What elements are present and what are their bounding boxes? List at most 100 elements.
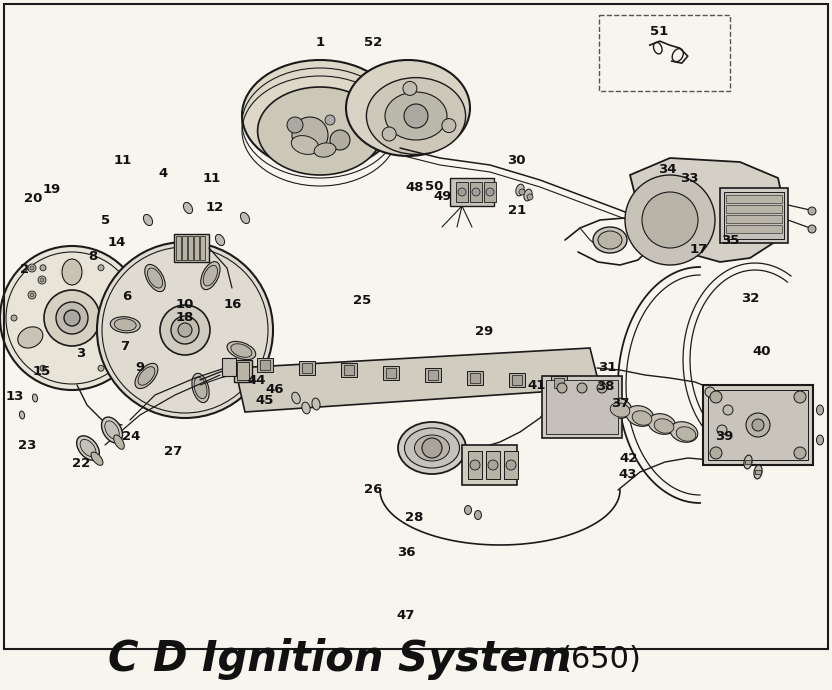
Text: 39: 39 xyxy=(715,430,733,442)
Circle shape xyxy=(710,447,722,459)
Circle shape xyxy=(64,310,80,326)
Circle shape xyxy=(171,316,199,344)
Circle shape xyxy=(794,391,806,403)
Text: 52: 52 xyxy=(364,37,382,49)
FancyBboxPatch shape xyxy=(194,236,199,260)
FancyBboxPatch shape xyxy=(726,195,782,203)
Text: 8: 8 xyxy=(88,250,98,263)
Text: 44: 44 xyxy=(247,375,265,387)
Ellipse shape xyxy=(258,87,383,175)
Ellipse shape xyxy=(474,511,482,520)
Circle shape xyxy=(488,460,498,470)
Circle shape xyxy=(0,246,144,390)
Ellipse shape xyxy=(242,60,398,170)
Polygon shape xyxy=(630,158,785,262)
Ellipse shape xyxy=(105,421,119,439)
Circle shape xyxy=(97,242,273,418)
FancyBboxPatch shape xyxy=(456,182,468,202)
Text: 49: 49 xyxy=(433,190,452,203)
Ellipse shape xyxy=(464,506,472,515)
Text: 31: 31 xyxy=(598,361,617,373)
Ellipse shape xyxy=(626,406,654,426)
Ellipse shape xyxy=(414,435,449,461)
FancyBboxPatch shape xyxy=(745,460,751,464)
FancyBboxPatch shape xyxy=(554,377,564,388)
FancyBboxPatch shape xyxy=(299,360,315,375)
FancyBboxPatch shape xyxy=(708,390,808,460)
Circle shape xyxy=(746,413,770,437)
Ellipse shape xyxy=(654,419,674,433)
Ellipse shape xyxy=(516,184,524,196)
FancyBboxPatch shape xyxy=(386,368,396,377)
Ellipse shape xyxy=(203,266,217,286)
Text: 27: 27 xyxy=(164,446,182,458)
Ellipse shape xyxy=(215,235,225,246)
FancyBboxPatch shape xyxy=(257,358,273,372)
Ellipse shape xyxy=(398,422,466,474)
Bar xyxy=(599,15,730,91)
Ellipse shape xyxy=(291,135,319,155)
Text: 3: 3 xyxy=(76,347,86,359)
Circle shape xyxy=(30,266,34,270)
Ellipse shape xyxy=(346,60,470,156)
FancyBboxPatch shape xyxy=(504,451,518,479)
Text: 2: 2 xyxy=(21,263,29,275)
Text: 26: 26 xyxy=(364,484,382,496)
Text: 13: 13 xyxy=(6,391,24,403)
Text: 17: 17 xyxy=(690,244,708,256)
Ellipse shape xyxy=(385,92,447,140)
Ellipse shape xyxy=(816,405,824,415)
Text: 50: 50 xyxy=(425,180,443,193)
Ellipse shape xyxy=(227,342,255,359)
FancyBboxPatch shape xyxy=(425,368,441,382)
Ellipse shape xyxy=(19,411,25,419)
Circle shape xyxy=(442,119,456,132)
Ellipse shape xyxy=(17,327,42,348)
Circle shape xyxy=(486,188,494,196)
Ellipse shape xyxy=(240,213,250,224)
Ellipse shape xyxy=(230,344,252,357)
Text: 12: 12 xyxy=(206,201,224,213)
Text: 47: 47 xyxy=(397,609,415,622)
Polygon shape xyxy=(235,348,600,412)
FancyBboxPatch shape xyxy=(344,365,354,375)
Circle shape xyxy=(642,192,698,248)
FancyBboxPatch shape xyxy=(484,182,496,202)
FancyBboxPatch shape xyxy=(468,451,482,479)
Circle shape xyxy=(98,265,104,270)
FancyBboxPatch shape xyxy=(200,236,205,260)
FancyBboxPatch shape xyxy=(450,178,494,206)
FancyBboxPatch shape xyxy=(428,370,438,380)
Circle shape xyxy=(458,188,466,196)
Text: 9: 9 xyxy=(136,361,144,373)
FancyBboxPatch shape xyxy=(237,362,249,380)
Ellipse shape xyxy=(80,440,96,457)
Text: 11: 11 xyxy=(114,154,132,166)
Ellipse shape xyxy=(312,398,320,410)
Ellipse shape xyxy=(77,436,99,460)
Ellipse shape xyxy=(302,402,310,414)
Ellipse shape xyxy=(194,377,207,399)
Circle shape xyxy=(330,130,350,150)
Ellipse shape xyxy=(192,373,209,402)
Circle shape xyxy=(30,293,34,297)
FancyBboxPatch shape xyxy=(546,380,618,434)
Circle shape xyxy=(472,188,480,196)
Circle shape xyxy=(38,276,46,284)
FancyBboxPatch shape xyxy=(188,236,193,260)
Ellipse shape xyxy=(593,227,627,253)
Ellipse shape xyxy=(598,231,622,249)
Ellipse shape xyxy=(91,452,103,465)
Circle shape xyxy=(705,387,715,397)
FancyBboxPatch shape xyxy=(703,385,813,465)
Text: 41: 41 xyxy=(527,379,546,391)
Ellipse shape xyxy=(114,435,124,449)
Ellipse shape xyxy=(610,403,630,417)
Text: 37: 37 xyxy=(611,397,629,410)
FancyBboxPatch shape xyxy=(551,375,567,389)
Circle shape xyxy=(28,291,36,299)
Text: 33: 33 xyxy=(680,172,698,184)
Ellipse shape xyxy=(201,262,220,290)
Text: 40: 40 xyxy=(752,346,770,358)
Text: 4: 4 xyxy=(158,168,168,180)
